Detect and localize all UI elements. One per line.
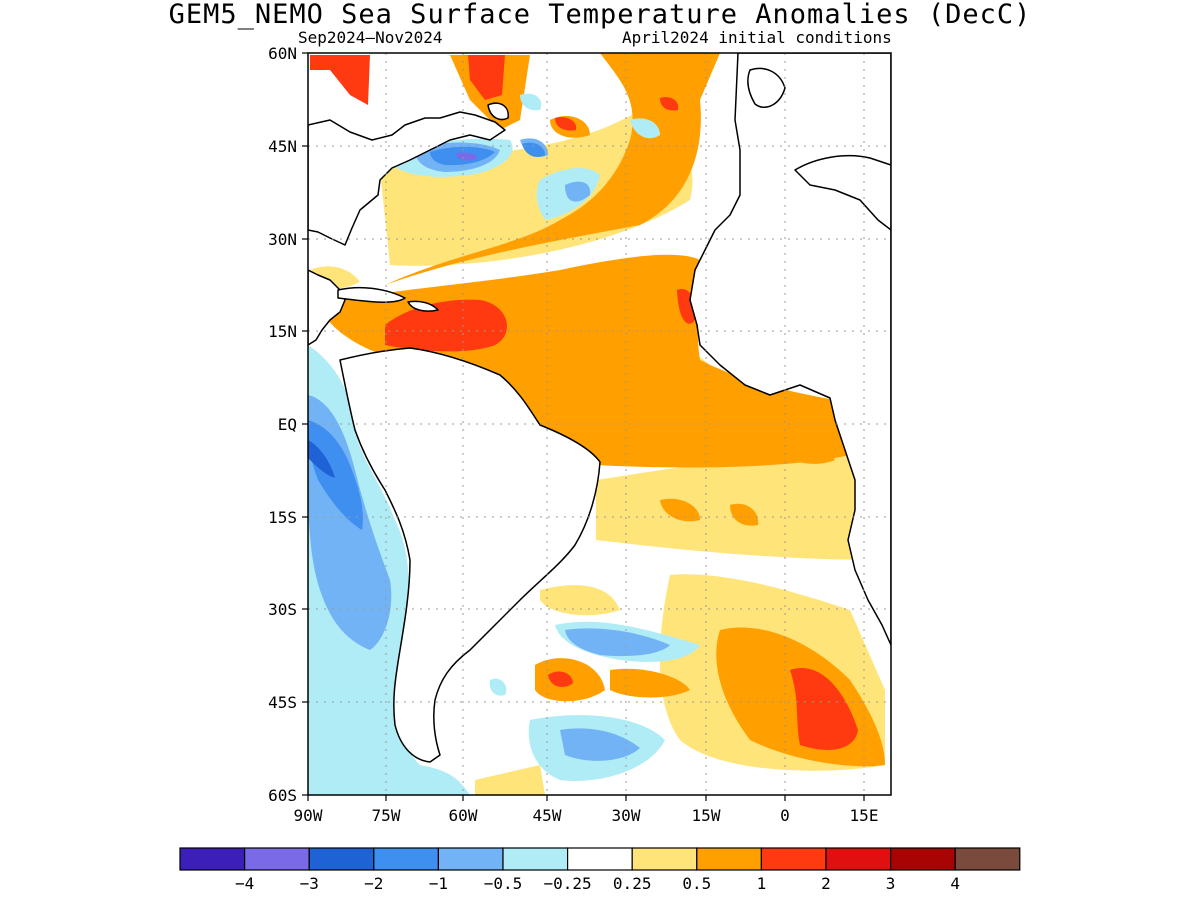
- lat-label: 60N: [268, 44, 297, 63]
- south-america: [339, 347, 601, 763]
- colorbar-swatch: [566, 847, 633, 871]
- colorbar-swatch: [696, 847, 762, 871]
- lat-label: 15N: [268, 322, 297, 341]
- colorbar-swatch: [760, 847, 827, 871]
- colorbar-swatch: [954, 847, 1021, 871]
- colorbar-swatch: [889, 847, 956, 871]
- lat-label: 30S: [268, 600, 297, 619]
- forecast-period: Sep2024–Nov2024: [298, 28, 443, 47]
- colorbar-label: 3: [886, 874, 896, 893]
- graticule: [308, 53, 891, 795]
- colorbar-label: −0.25: [544, 874, 592, 893]
- lat-label: 45S: [268, 693, 297, 712]
- colorbar-label: 2: [821, 874, 831, 893]
- colorbar-swatch: [244, 847, 310, 871]
- europe-mediterranean: [794, 154, 891, 231]
- initial-conditions: April2024 initial conditions: [622, 28, 892, 47]
- colorbar-label: −4: [235, 874, 254, 893]
- lon-label: 75W: [372, 806, 401, 825]
- colorbar-label: 1: [757, 874, 767, 893]
- lat-label: 60S: [268, 786, 297, 805]
- colorbar-swatch: [373, 847, 439, 871]
- lat-label: EQ: [278, 415, 297, 434]
- colorbar-label: 0.25: [613, 874, 652, 893]
- colorbar-swatch: [179, 847, 246, 871]
- colorbar-label: 0.5: [682, 874, 711, 893]
- latitude-labels: 60N 45N 30N 15N EQ 15S 30S 45S 60S: [268, 44, 297, 805]
- lat-label: 15S: [268, 508, 297, 527]
- gulf-coast-central-america: [308, 269, 346, 346]
- cuba: [337, 286, 406, 303]
- colorbar-label: −1: [429, 874, 448, 893]
- lon-label: 30W: [612, 806, 641, 825]
- colorbar-swatch: [825, 847, 892, 871]
- colorbar-swatch: [502, 847, 569, 871]
- colorbar-swatch: [437, 847, 504, 871]
- british-isles: [747, 67, 786, 109]
- lon-label: 45W: [533, 806, 562, 825]
- colorbar-label: 4: [950, 874, 960, 893]
- colorbar-label: −3: [300, 874, 319, 893]
- colorbar-swatch: [308, 847, 375, 871]
- lon-label: 15W: [692, 806, 721, 825]
- lat-label: 45N: [268, 137, 297, 156]
- longitude-labels: 90W 75W 60W 45W 30W 15W 0 15E: [294, 806, 879, 825]
- map-title: GEM5_NEMO Sea Surface Temperature Anomal…: [168, 0, 1032, 30]
- newfoundland: [487, 102, 509, 121]
- sst-anomaly-field: [308, 53, 890, 795]
- colorbar-legend: −4 −3 −2 −1 −0.5 −0.25 0.25 0.5 1 2 3 4: [179, 847, 1021, 893]
- north-america: [308, 111, 506, 246]
- hispaniola: [407, 300, 439, 312]
- lon-label: 90W: [294, 806, 323, 825]
- coastlines: [308, 53, 891, 763]
- lon-label: 15E: [850, 806, 879, 825]
- colorbar-label: −0.5: [484, 874, 523, 893]
- colorbar-label: −2: [364, 874, 383, 893]
- lat-label: 30N: [268, 230, 297, 249]
- lon-label: 60W: [449, 806, 478, 825]
- axis-ticks: [302, 52, 865, 801]
- lon-label: 0: [780, 806, 790, 825]
- colorbar-swatch: [631, 847, 698, 871]
